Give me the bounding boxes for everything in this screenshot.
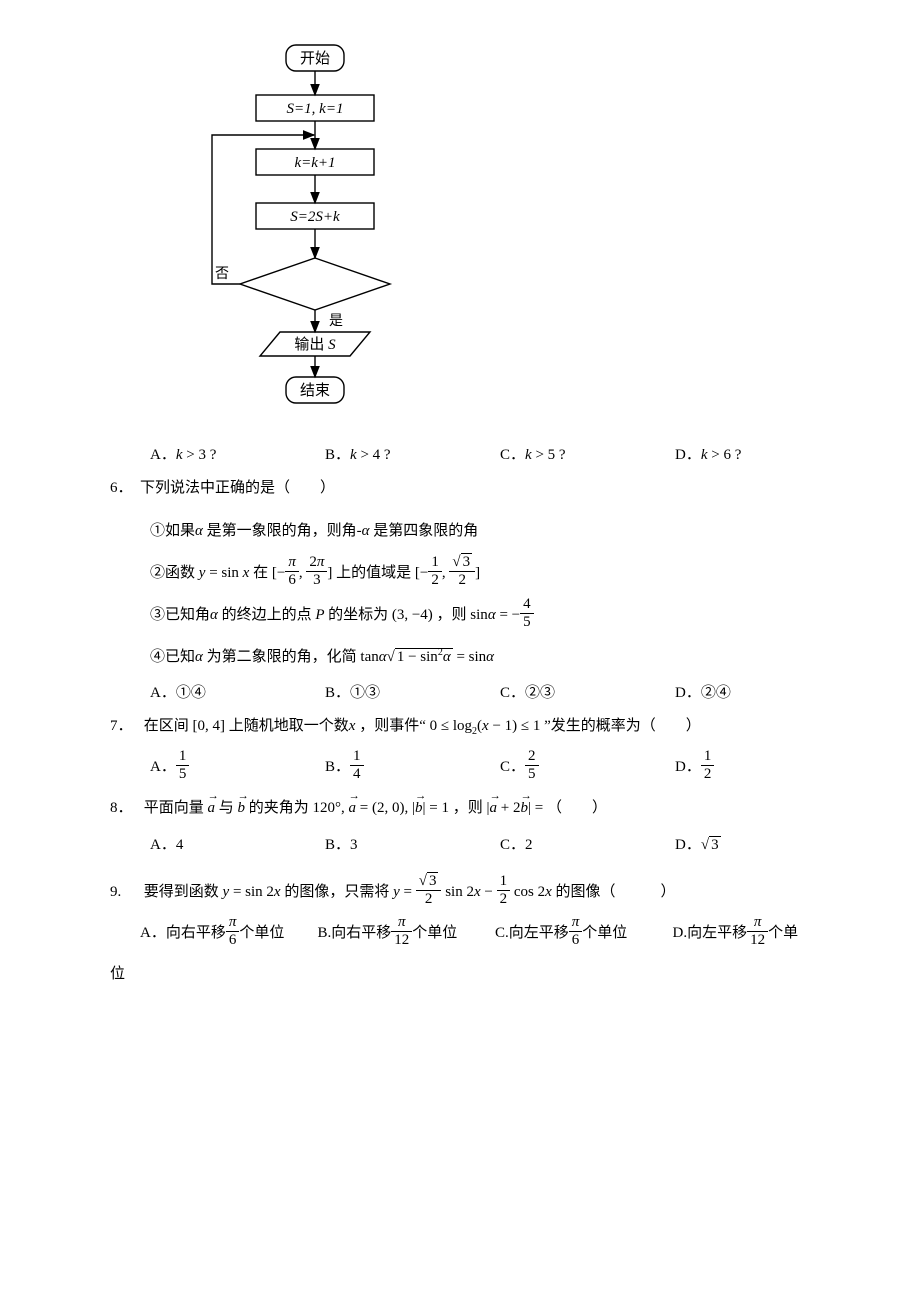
q6-s2-mid1: 在 [253,565,268,581]
q7-optA: A．15 [150,751,325,784]
q5-optA: A．k > 3 ? [150,443,325,464]
svg-text:S=1, k=1: S=1, k=1 [287,101,344,117]
q9-optA-post: 个单位 [239,925,284,941]
q8-mid1: 与 [219,800,234,816]
q8-options: A．4 B．3 C．2 D．√3 [150,833,850,854]
q6-s3-mid2: 的坐标为 [328,607,388,623]
q8-mid3: ，则 [453,800,483,816]
q9-optB-post: 个单位 [412,925,457,941]
svg-text:k=k+1: k=k+1 [294,155,335,171]
q5-optB: B．k > 4 ? [325,443,500,464]
q8-optC-text: 2 [525,837,533,853]
q8-post: （ ） [547,800,607,816]
svg-text:输出 S: 输出 S [294,336,336,353]
svg-text:开始: 开始 [300,50,330,67]
q6-s1: ①如果α 是第一象限的角，则角-α 是第四象限的角 [150,513,850,549]
q6-s3-pre: ③已知角 [150,607,210,623]
q6-s4-mid: 为第二象限的角，化简 [207,649,357,665]
q6-optA: A．①④ [150,681,325,702]
q7-optC: C．25 [500,751,675,784]
q6-s3-post: ，则 [437,607,467,623]
q6-optC: C．②③ [500,681,675,702]
q8-optA: A．4 [150,833,325,854]
q6-options: A．①④ B．①③ C．②③ D．②④ [150,681,850,702]
q9-tail: 位 [110,958,850,991]
q6-s2-mid2: 上的值域是 [336,565,411,581]
svg-text:S=2S+k: S=2S+k [290,209,340,225]
q8-pre: 平面向量 [144,800,204,816]
q9-optD-post: 个单 [768,925,798,941]
q5-flowchart: 开始 S=1, k=1 k=k+1 S=2S+k 输出 S 结束 是 否 [200,40,850,425]
q9-optA: A．向右平移π6个单位 [140,917,318,950]
q7: 7． 在区间 [0, 4] 上随机地取一个数x ，则事件“ 0 ≤ log2(x… [110,710,850,743]
q6-optB: B．①③ [325,681,500,702]
q9-optC-pre: 向左平移 [509,925,569,941]
q9-optC-post: 个单位 [582,925,627,941]
svg-text:否: 否 [215,267,229,282]
q5-optC: C．k > 5 ? [500,443,675,464]
q7-pre: 在区间 [144,718,189,734]
q9-pre: 要得到函数 [144,884,219,900]
q9-optB: B.向右平移π12个单位 [318,917,496,950]
q6-s1-post: 是第四象限的角 [373,523,478,539]
flowchart-svg: 开始 S=1, k=1 k=k+1 S=2S+k 输出 S 结束 是 否 [200,40,440,420]
q6-num: 6． [110,472,140,505]
svg-text:是: 是 [329,314,343,329]
exam-page: 开始 S=1, k=1 k=k+1 S=2S+k 输出 S 结束 是 否 A．k > 3 ? … [0,0,920,1039]
q6-optA-text: ①④ [176,685,206,701]
q6-s3-mid: 的终边上的点 [222,607,312,623]
q6-s1-pre: ①如果 [150,523,195,539]
q9-post: 的图像（ ） [556,884,676,900]
q9-optB-pre: 向右平移 [331,925,391,941]
q8-optB-text: 3 [350,837,358,853]
q8-optB: B．3 [325,833,500,854]
q9-tail-text: 位 [110,966,125,982]
q9-optD: D.向左平移π12个单 [673,917,851,950]
q7-optD: D．12 [675,751,850,784]
q9: 9. 要得到函数 y = sin 2x 的图像，只需将 y = √32 sin … [110,876,850,909]
q8-num: 8． [110,792,140,825]
q8-optA-text: 4 [176,837,184,853]
q6-s4-pre: ④已知 [150,649,195,665]
q9-mid: 的图像，只需将 [284,884,389,900]
q7-mid2: ，则事件“ [359,718,426,734]
q7-mid: 上随机地取一个数 [229,718,349,734]
q6-optB-text: ①③ [350,685,380,701]
q9-optA-pre: 向右平移 [166,925,226,941]
q6-s2: ②函数 y = sin x 在 [−π6, 2π3] 上的值域是 [−12, √… [150,555,850,591]
q6-optD-text: ②④ [701,685,731,701]
q5-optD: D．k > 6 ? [675,443,850,464]
q8-mid2: 的夹角为 [249,800,309,816]
q8-optD: D．√3 [675,833,850,854]
q9-optC: C.向左平移π6个单位 [495,917,673,950]
q7-num: 7． [110,710,140,743]
q6-stem: 下列说法中正确的是（ ） [140,480,335,496]
q9-options: A．向右平移π6个单位 B.向右平移π12个单位 C.向左平移π6个单位 D.向… [140,917,850,950]
q8: 8． 平面向量 a 与 b 的夹角为 120°, a = (2, 0), |b|… [110,792,850,825]
q6-optC-text: ②③ [525,685,555,701]
svg-text:结束: 结束 [300,382,330,399]
q6-s2-pre: ②函数 [150,565,195,581]
q6: 6．下列说法中正确的是（ ） [110,472,850,505]
q7-optB: B．14 [325,751,500,784]
q6-s1-mid: 是第一象限的角，则角 [207,523,357,539]
q7-options: A．15 B．14 C．25 D．12 [150,751,850,784]
q6-optD: D．②④ [675,681,850,702]
q8-optC: C．2 [500,833,675,854]
q6-s4: ④已知α 为第二象限的角，化简 tanα√1 − sin2α = sinα [150,639,850,675]
q5-options: A．k > 3 ? B．k > 4 ? C．k > 5 ? D．k > 6 ? [150,443,850,464]
q9-num: 9. [110,876,140,909]
q9-optD-pre: 向左平移 [687,925,747,941]
q7-post: ”发生的概率为（ ） [544,718,701,734]
q6-s3: ③已知角α 的终边上的点 P 的坐标为 (3, −4) ，则 sinα = −4… [150,597,850,633]
